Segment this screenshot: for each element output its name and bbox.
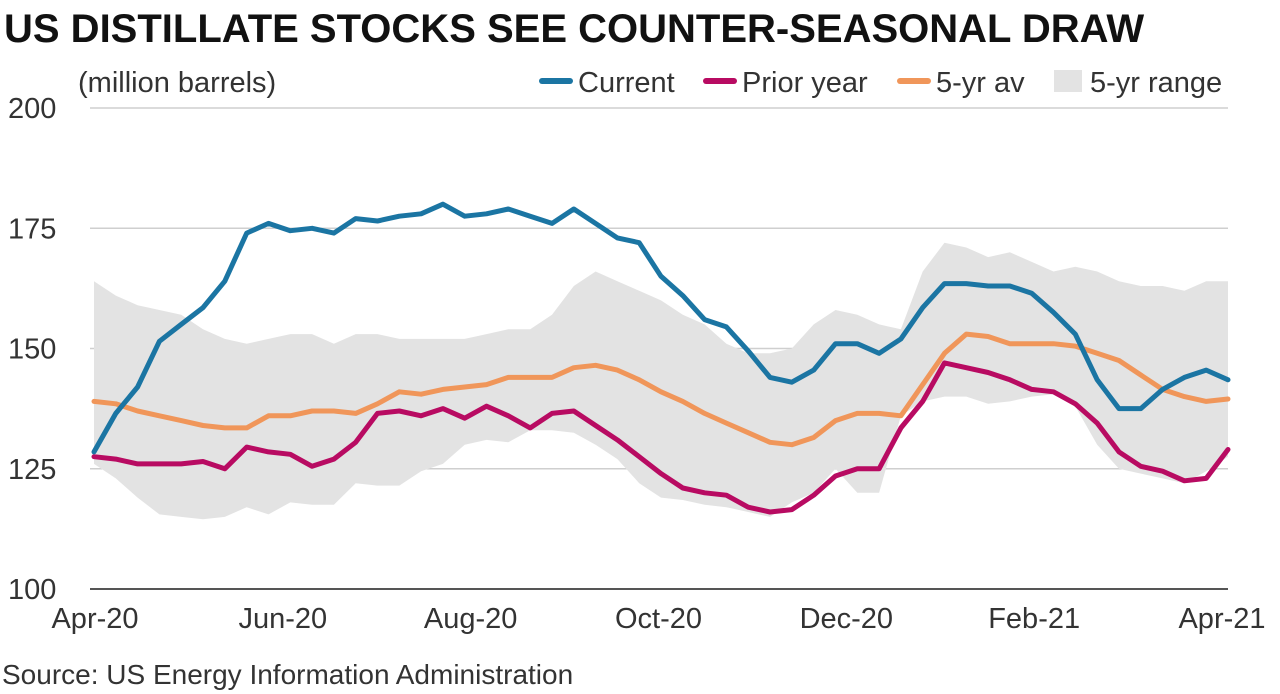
- legend-label-5-yr-range: 5-yr range: [1090, 67, 1222, 99]
- y-tick-200: 200: [8, 93, 56, 125]
- legend-swatch-5-yr-range: [1054, 70, 1082, 92]
- series-5-yr-av: [91, 331, 1231, 448]
- legend-label-5-yr-av: 5-yr av: [936, 67, 1025, 99]
- chart-title: US DISTILLATE STOCKS SEE COUNTER-SEASONA…: [4, 7, 1144, 51]
- source-note: Source: US Energy Information Administra…: [2, 659, 573, 690]
- x-tick-apr-21: Apr-21: [1178, 603, 1265, 635]
- legend-label-current: Current: [578, 67, 675, 99]
- x-tick-jun-20: Jun-20: [238, 603, 327, 635]
- y-tick-100: 100: [8, 574, 56, 606]
- x-tick-apr-20: Apr-20: [51, 603, 138, 635]
- y-tick-125: 125: [8, 454, 56, 486]
- x-tick-dec-20: Dec-20: [800, 603, 894, 635]
- x-tick-labels: Apr-20 Jun-20 Aug-20 Oct-20 Dec-20 Feb-21 Apr-…: [51, 603, 1265, 635]
- x-tick-aug-20: Aug-20: [424, 603, 518, 635]
- series-current: [91, 201, 1231, 455]
- x-tick-feb-21: Feb-21: [988, 603, 1080, 635]
- y-tick-150: 150: [8, 334, 56, 366]
- y-tick-175: 175: [8, 213, 56, 245]
- series-prior-year: [91, 360, 1231, 515]
- legend: Current Prior year 5-yr av 5-yr range: [539, 67, 1222, 99]
- range-band: [94, 242, 1228, 520]
- legend-label-prior-year: Prior year: [742, 67, 868, 99]
- series-lines: [91, 201, 1231, 515]
- series-5-yr-range: [94, 242, 1228, 520]
- y-tick-labels: 100 125 150 175 200: [8, 93, 56, 606]
- x-tick-oct-20: Oct-20: [615, 603, 702, 635]
- y-axis-label: (million barrels): [78, 67, 276, 99]
